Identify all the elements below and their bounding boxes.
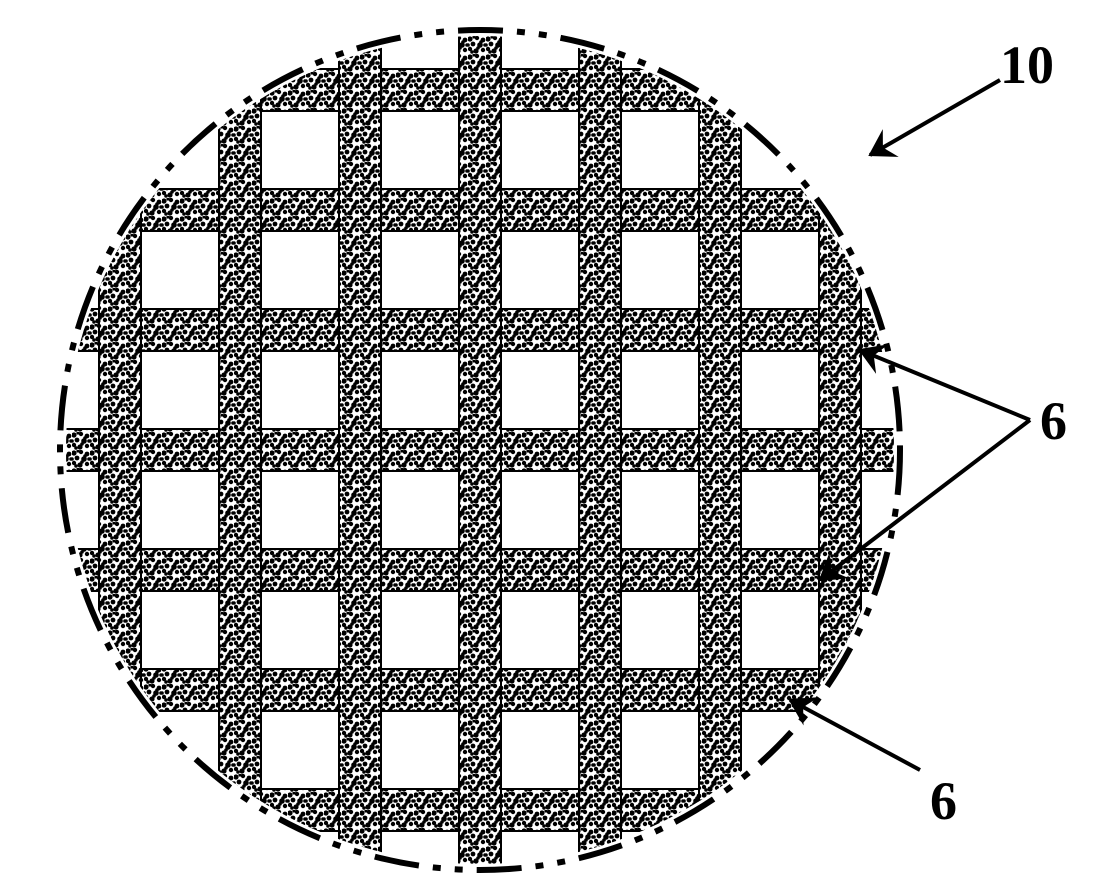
label-10: 10: [1000, 34, 1054, 96]
leader-arrow: [870, 80, 1000, 155]
diagram-svg: [0, 0, 1097, 895]
leader-arrow: [790, 700, 920, 770]
grid-group: [50, 20, 910, 880]
label-6-lower: 6: [930, 770, 957, 832]
label-6-upper: 6: [1040, 390, 1067, 452]
diagram-stage: 10 6 6: [0, 0, 1097, 895]
leader-arrow: [860, 350, 1030, 420]
